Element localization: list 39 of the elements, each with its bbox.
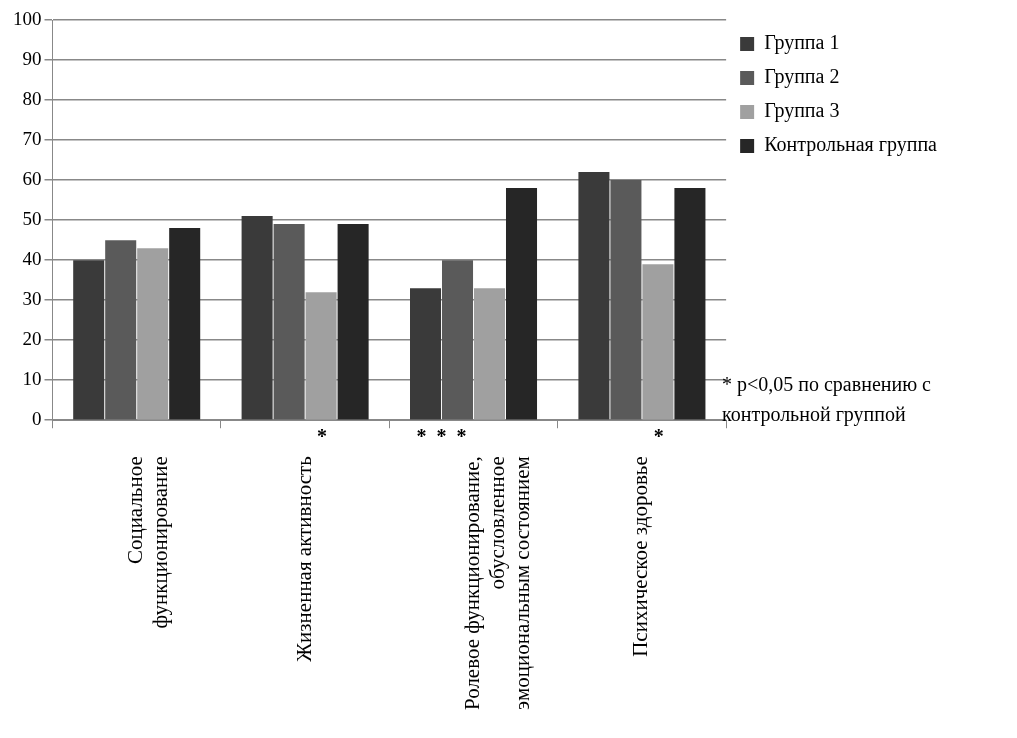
bar [506,188,538,420]
bar [73,260,105,420]
legend-label: Группа 2 [764,65,840,89]
x-tick-label: Ролевое функционирование, обусловленное эмоциональным состоянием [460,456,535,710]
text: * [653,425,664,448]
bar [169,228,201,420]
y-tick-label: 50 [22,208,42,230]
y-tick-label: 70 [22,128,42,150]
y-tick-label: 10 [22,368,42,390]
legend-label: Группа 3 [764,99,840,123]
text: * [316,425,327,448]
y-tick-label: 40 [22,248,42,270]
bar [273,224,305,420]
bar [674,188,706,420]
bar [105,240,137,420]
bar [337,224,369,420]
x-tick-label: Жизненная активность [291,456,316,662]
y-tick-label: 90 [22,48,42,70]
y-tick-label: 0 [32,408,42,430]
bar [642,264,674,420]
bar [241,216,273,420]
text: * * * [416,425,467,448]
bar [305,292,337,420]
annotation: * p<0,05 по сравнению с контрольной группой [722,373,932,427]
y-tick-label: 20 [22,328,42,350]
bar [442,260,474,420]
y-tick-label: 100 [13,7,42,29]
y-tick-label: 80 [22,88,42,110]
bar [137,248,169,420]
x-tick-label: Социальное функционирование [123,456,173,629]
bar [474,288,506,420]
legend-label: Контрольная группа [764,133,938,157]
x-tick-label: Психическое здоровье [628,456,653,657]
y-tick-label: 30 [22,288,42,310]
y-tick-label: 60 [22,168,42,190]
legend-label: Группа 1 [764,31,840,55]
bar [578,172,610,420]
bar [410,288,442,420]
bar [610,180,642,420]
